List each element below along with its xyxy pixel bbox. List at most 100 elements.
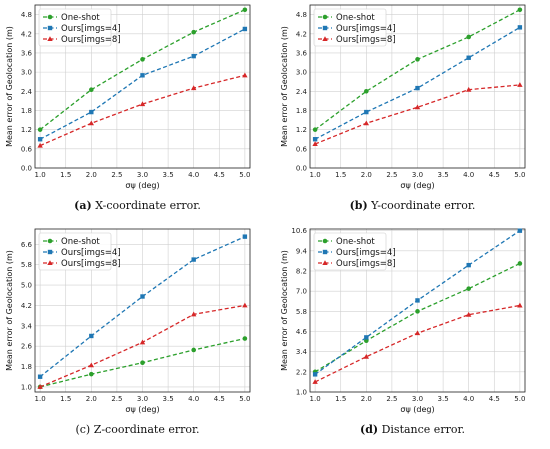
caption-text: Z-coordinate error.	[93, 423, 200, 436]
data-point	[363, 353, 370, 359]
caption-text: Y-coordinate error.	[371, 199, 476, 212]
plot-frame	[34, 228, 251, 393]
x-tick-label: 4.5	[214, 171, 225, 179]
data-point	[37, 142, 43, 148]
data-point	[242, 302, 248, 308]
x-tick-label: 2.0	[361, 395, 372, 403]
data-point	[517, 302, 523, 308]
data-point	[415, 85, 420, 91]
series-Ours[imgs=8]	[37, 72, 248, 148]
x-tick-label: 4.5	[214, 395, 225, 403]
x-axis-label: σψ (deg)	[125, 405, 159, 414]
grid	[310, 229, 525, 393]
x-tick-label: 1.5	[60, 171, 71, 179]
y-tick-label: 4.2	[21, 30, 32, 38]
data-point	[414, 104, 421, 110]
y-tick-label: 9.4	[296, 247, 308, 255]
y-tick-label: 3.0	[21, 69, 32, 77]
x-tick-label: 2.5	[111, 395, 122, 403]
y-tick-label: 4.8	[296, 11, 307, 19]
chart-x-error: 1.0 1.5 2.0 2.5 3.0 3.5 4.0 4.5 5.0 0.0 0.6 1.2 1.8 2…	[5, 4, 251, 190]
data-point	[37, 127, 43, 132]
x-tick-label: 3.0	[412, 395, 423, 403]
legend-box	[38, 8, 112, 47]
data-point	[312, 379, 318, 384]
x-tick-label: 3.0	[137, 395, 148, 403]
y-tick-label: 3.4	[21, 322, 33, 330]
data-point	[88, 120, 95, 126]
x-tick-label: 3.5	[438, 395, 449, 403]
y-axis-label: Mean error of Geolocation (m)	[5, 250, 14, 371]
x-tick-label: 5.0	[239, 395, 250, 403]
plot-frame	[34, 4, 251, 169]
data-point	[517, 82, 523, 87]
y-tick-label: 0.0	[21, 165, 32, 173]
x-tick-label: 3.0	[137, 171, 148, 179]
legend-marker	[47, 36, 53, 41]
legend-box	[38, 232, 112, 271]
caption-distance-error: (d) Distance error.	[275, 423, 550, 436]
y-tick-label: 4.2	[21, 302, 32, 310]
data-point	[191, 53, 196, 59]
caption-z-error: (c) Z-coordinate error.	[0, 423, 275, 436]
chart-panel-x-error: 1.0 1.5 2.0 2.5 3.0 3.5 4.0 4.5 5.0 0.0 0.6 1.2 1.8 2…	[0, 0, 275, 224]
caption-text: Distance error.	[381, 423, 466, 436]
data-point	[312, 127, 318, 132]
data-point	[139, 101, 146, 107]
y-tick-label: 1.0	[296, 389, 307, 397]
legend-label: One-shot	[61, 237, 100, 247]
x-tick-label: 4.5	[489, 395, 500, 403]
data-point	[139, 339, 146, 345]
y-tick-label: 0.0	[296, 165, 307, 173]
y-tick-label: 1.8	[296, 107, 307, 115]
y-tick-label: 4.8	[21, 11, 32, 19]
legend-label: Ours[imgs=8]	[336, 35, 396, 45]
y-tick-label: 1.8	[21, 107, 32, 115]
legend-label: Ours[imgs=8]	[61, 259, 121, 269]
data-point	[465, 86, 472, 92]
y-tick-label: 8.2	[296, 268, 307, 276]
data-point	[190, 85, 197, 91]
data-point	[364, 88, 369, 94]
data-point	[363, 120, 370, 126]
data-point	[415, 298, 420, 303]
x-tick-label: 5.0	[514, 395, 525, 403]
legend-marker	[322, 25, 328, 31]
x-tick-label: 4.0	[463, 171, 474, 179]
legend-marker	[322, 238, 328, 244]
data-point	[191, 347, 196, 353]
legend-label: Ours[imgs=4]	[336, 24, 396, 34]
y-tick-label: 5.0	[21, 282, 32, 290]
y-tick-label: 10.6	[291, 227, 307, 235]
y-tick-label: 2.4	[21, 88, 33, 96]
data-point	[312, 372, 318, 377]
y-tick-label: 2.2	[296, 368, 307, 376]
data-point	[517, 261, 523, 266]
data-point	[190, 311, 197, 317]
y-tick-label: 1.2	[21, 126, 32, 134]
legend-box	[313, 232, 387, 271]
series-Ours[imgs=4]	[312, 228, 523, 377]
x-tick-label: 1.5	[335, 171, 346, 179]
data-point	[242, 234, 248, 239]
data-point	[465, 311, 472, 317]
caption-label: (b)	[349, 199, 368, 212]
x-tick-label: 4.0	[188, 395, 199, 403]
data-point	[37, 137, 43, 142]
x-tick-label: 1.0	[310, 171, 321, 179]
x-tick-label: 2.0	[86, 171, 97, 179]
legend-label: Ours[imgs=4]	[61, 248, 121, 258]
legend-label: Ours[imgs=4]	[336, 248, 396, 258]
y-tick-label: 5.8	[21, 261, 32, 269]
series-Ours[imgs=8]	[312, 82, 523, 147]
y-tick-label: 7.0	[296, 288, 307, 296]
legend-box	[313, 8, 387, 47]
legend-marker	[322, 249, 328, 255]
x-tick-label: 2.5	[386, 171, 397, 179]
caption-y-error: (b) Y-coordinate error.	[275, 199, 550, 212]
chart-panel-z-error: 1.0 1.5 2.0 2.5 3.0 3.5 4.0 4.5 5.0 1.0 1.8 2.6 3.4 4…	[0, 224, 275, 448]
x-tick-label: 4.0	[188, 171, 199, 179]
x-tick-label: 4.0	[463, 395, 474, 403]
